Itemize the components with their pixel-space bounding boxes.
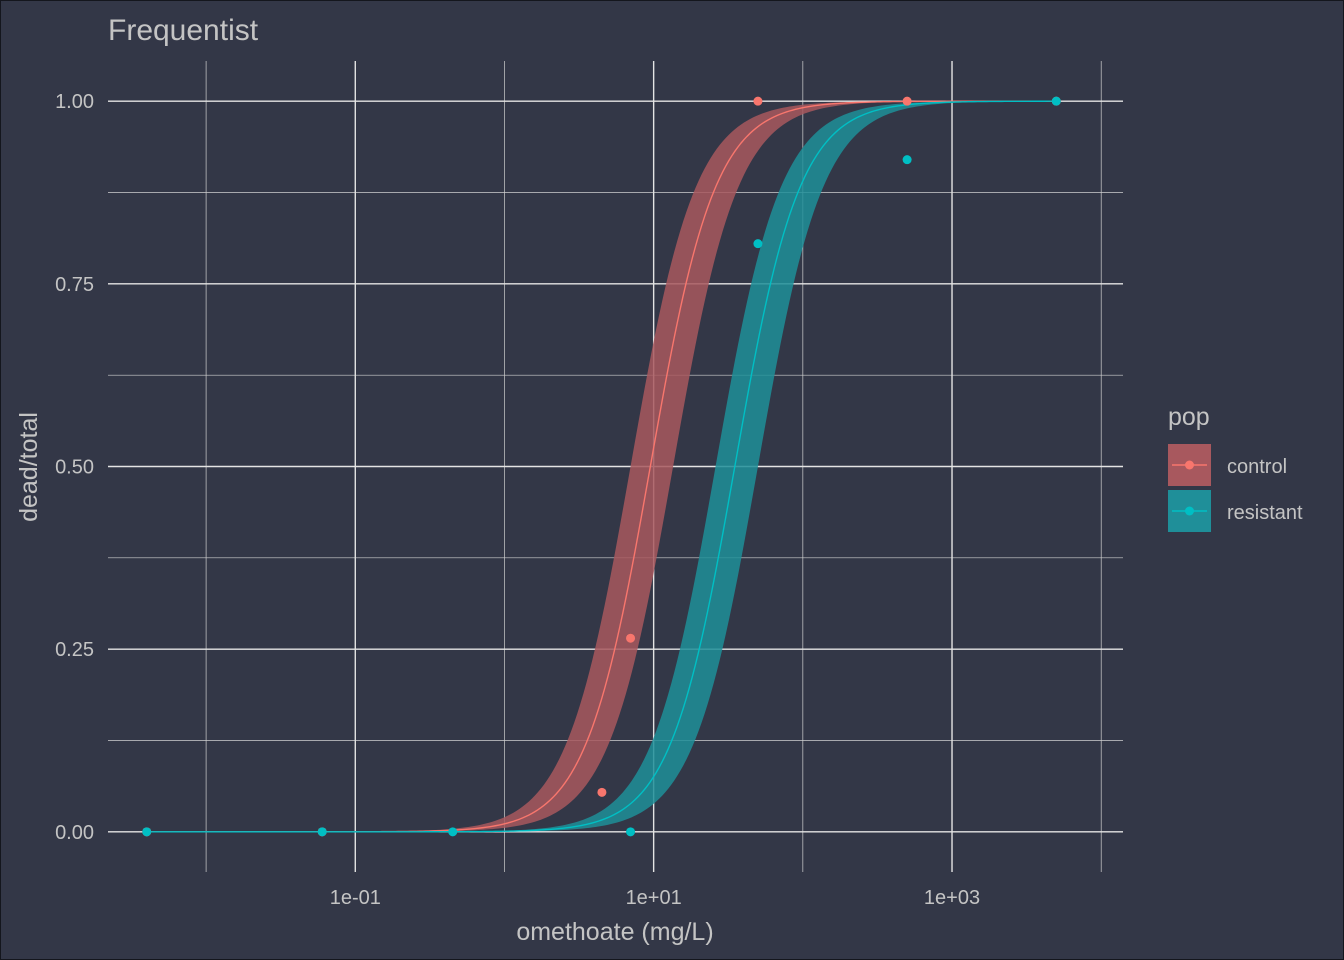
legend: pop control resistant bbox=[1168, 403, 1303, 532]
curve-resistant bbox=[146, 100, 1057, 833]
legend-title: pop bbox=[1168, 403, 1210, 431]
y-tick-label: 0.25 bbox=[55, 639, 94, 661]
ribbon-control bbox=[146, 101, 1057, 832]
point-resistant bbox=[626, 827, 636, 837]
point-resistant bbox=[753, 239, 763, 249]
y-axis-title: dead/total bbox=[15, 412, 43, 522]
x-tick-label: 1e+01 bbox=[626, 887, 682, 909]
legend-key-point bbox=[1185, 460, 1194, 470]
x-axis-title: omethoate (mg/L) bbox=[516, 918, 713, 946]
y-tick-label: 1.00 bbox=[55, 91, 94, 113]
legend-key-point bbox=[1185, 506, 1194, 516]
point-resistant bbox=[317, 827, 327, 837]
point-control bbox=[902, 96, 912, 106]
confidence-ribbons bbox=[146, 101, 1057, 832]
point-resistant bbox=[448, 827, 458, 837]
x-tick-label: 1e+03 bbox=[924, 887, 980, 909]
legend-label-resistant: resistant bbox=[1227, 502, 1303, 524]
chart-title: Frequentist bbox=[108, 14, 259, 47]
y-tick-label: 0.00 bbox=[55, 822, 94, 844]
data-points bbox=[142, 96, 1061, 837]
grid bbox=[108, 61, 1123, 872]
legend-label-control: control bbox=[1227, 456, 1287, 478]
point-resistant bbox=[142, 827, 152, 837]
point-control bbox=[626, 633, 636, 643]
point-control bbox=[753, 96, 763, 106]
y-tick-label: 0.75 bbox=[55, 274, 94, 296]
point-control bbox=[597, 787, 607, 797]
y-tick-label: 0.50 bbox=[55, 457, 94, 479]
tick-labels: 0.00 0.25 0.50 0.75 1.00 1e-01 1e+01 1e+03 bbox=[55, 91, 980, 909]
point-resistant bbox=[1051, 96, 1061, 106]
x-tick-label: 1e-01 bbox=[330, 887, 381, 909]
point-resistant bbox=[902, 155, 912, 165]
